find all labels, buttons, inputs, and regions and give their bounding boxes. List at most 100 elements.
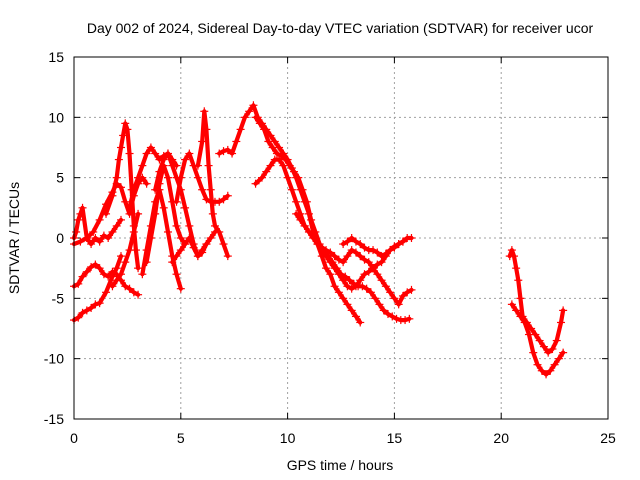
series-arc-2	[70, 260, 143, 299]
data-point	[193, 173, 202, 182]
y-axis-label: SDTVAR / TECUs	[6, 182, 22, 294]
data-point	[251, 113, 260, 122]
data-point	[407, 285, 416, 294]
data-point	[129, 185, 138, 194]
data-point	[300, 221, 309, 230]
data-point	[219, 195, 228, 204]
data-point	[172, 270, 181, 279]
data-point	[249, 101, 258, 110]
data-layer	[70, 101, 568, 379]
data-point	[206, 185, 215, 194]
data-point	[185, 234, 194, 242]
data-point	[146, 143, 155, 152]
data-point	[99, 270, 108, 279]
series-arc-20	[507, 300, 568, 379]
data-point	[339, 258, 348, 267]
data-point	[200, 107, 209, 116]
y-tick-label: 15	[48, 49, 64, 65]
data-point	[351, 237, 360, 246]
data-point	[516, 312, 525, 321]
data-point	[82, 234, 91, 242]
data-point	[198, 248, 207, 257]
data-point	[151, 209, 160, 218]
y-tick-label: -15	[44, 411, 64, 427]
data-point	[255, 119, 264, 128]
data-point	[366, 288, 375, 297]
data-point	[375, 300, 384, 309]
data-point	[287, 185, 296, 194]
data-point	[223, 252, 232, 261]
data-point	[112, 173, 121, 182]
data-point	[554, 354, 563, 363]
data-point	[181, 155, 190, 164]
data-point	[102, 209, 111, 218]
data-point	[405, 314, 414, 323]
data-point	[326, 248, 335, 257]
data-point	[215, 197, 224, 206]
data-point	[520, 318, 529, 327]
data-point	[381, 249, 390, 258]
data-point	[116, 215, 125, 224]
data-point	[114, 155, 123, 164]
data-point	[116, 252, 125, 261]
chart-title: Day 002 of 2024, Sidereal Day-to-day VTE…	[87, 20, 594, 36]
data-point	[356, 252, 365, 261]
data-point	[72, 227, 81, 236]
data-point	[377, 252, 386, 261]
data-point	[119, 131, 128, 140]
data-point	[108, 191, 117, 200]
x-tick-label: 0	[70, 430, 78, 446]
data-point	[198, 185, 207, 194]
data-point	[360, 243, 369, 252]
data-point	[351, 282, 360, 291]
data-point	[260, 125, 269, 134]
data-point	[210, 221, 219, 230]
data-point	[240, 113, 249, 122]
data-point	[339, 276, 348, 285]
data-point	[326, 270, 335, 279]
data-point	[407, 234, 416, 242]
data-point	[76, 209, 85, 218]
data-point	[104, 234, 113, 242]
data-point	[176, 284, 185, 293]
data-point	[298, 185, 307, 194]
data-point	[181, 203, 190, 212]
data-point	[351, 312, 360, 321]
data-point	[369, 264, 378, 273]
data-point	[112, 221, 121, 230]
data-point	[533, 360, 542, 369]
data-point	[542, 370, 551, 379]
data-point	[369, 246, 378, 255]
data-point	[78, 203, 87, 212]
data-point	[159, 155, 168, 164]
data-point	[82, 306, 91, 315]
data-point	[129, 288, 138, 297]
data-point	[343, 300, 352, 309]
data-point	[134, 290, 143, 299]
data-point	[364, 267, 373, 276]
data-point	[283, 173, 292, 182]
data-point	[275, 155, 284, 164]
series-arc-13	[168, 234, 211, 267]
data-point	[559, 306, 568, 315]
series-arc-11	[172, 149, 232, 206]
series-arc-7	[125, 143, 181, 212]
data-point	[302, 197, 311, 206]
data-point	[76, 237, 85, 246]
y-tick-label: 0	[56, 230, 64, 246]
data-point	[172, 197, 181, 206]
data-point	[228, 149, 237, 158]
data-point	[360, 270, 369, 279]
data-point	[95, 215, 104, 224]
data-point	[193, 252, 202, 261]
data-point	[155, 167, 164, 176]
series-arc-17	[292, 209, 416, 309]
data-point	[330, 252, 339, 261]
data-point	[74, 279, 83, 288]
data-point	[202, 125, 211, 134]
data-point	[121, 197, 130, 206]
data-point	[307, 215, 316, 224]
data-point	[339, 294, 348, 303]
x-tick-label: 10	[280, 430, 296, 446]
data-point	[529, 348, 538, 357]
